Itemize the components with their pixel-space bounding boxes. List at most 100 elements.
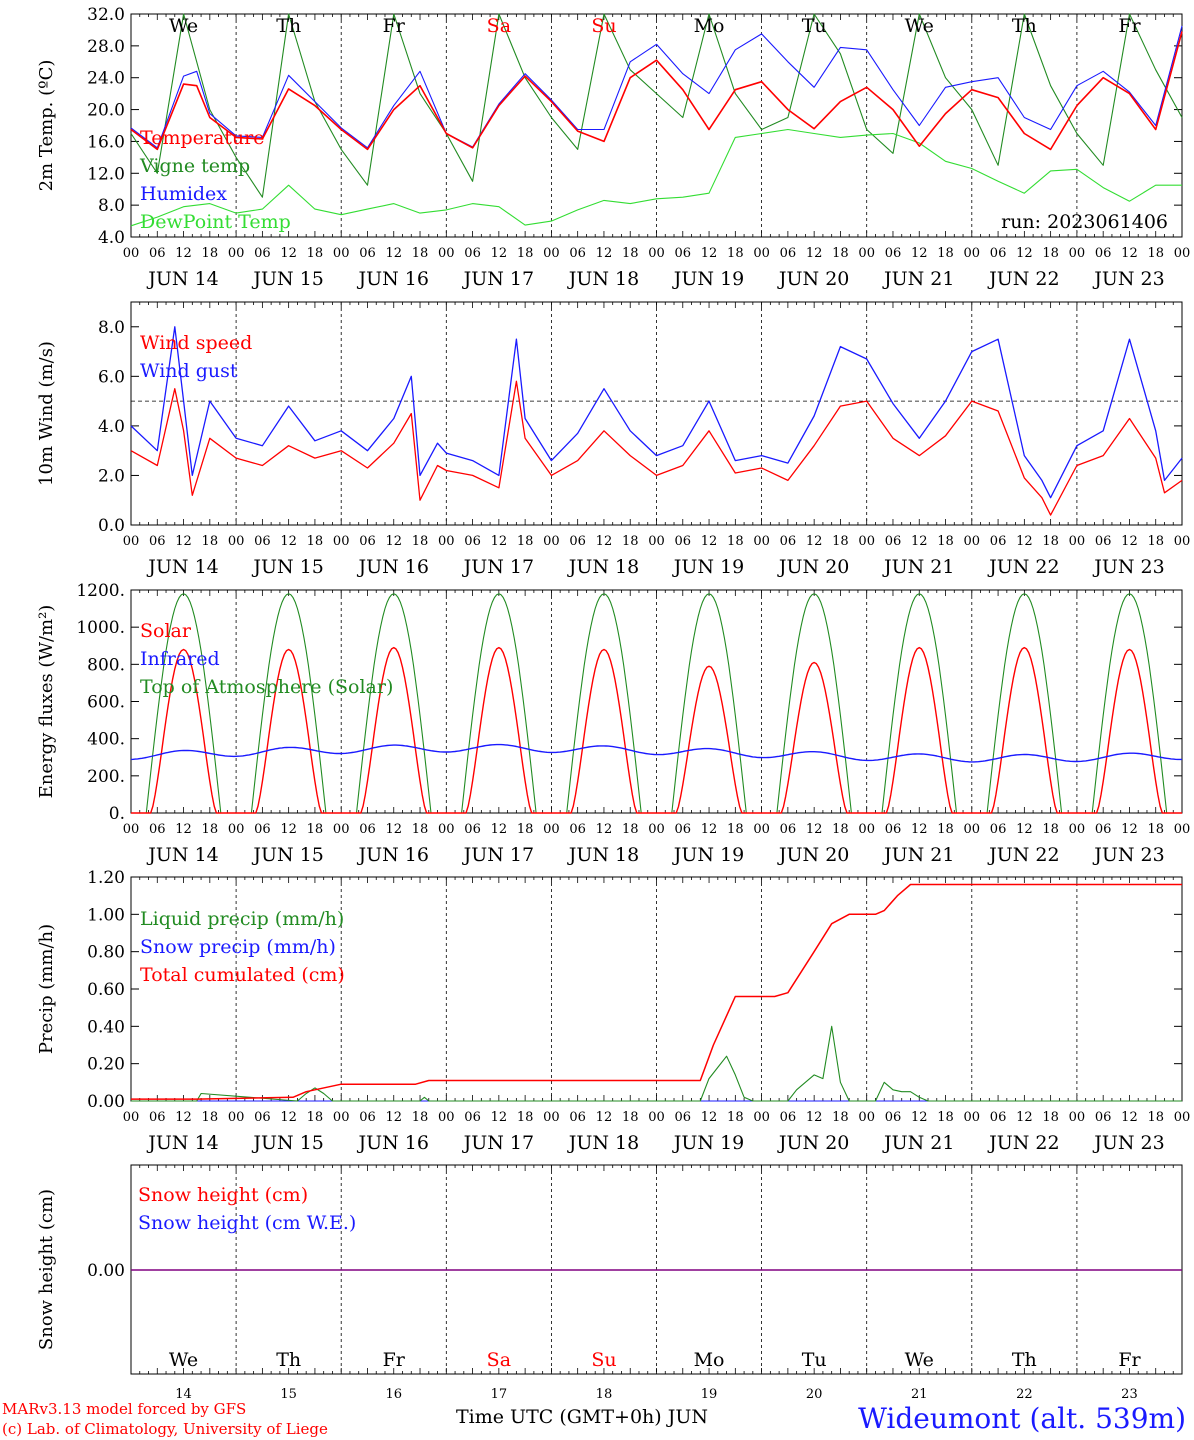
weekday-label: Fr — [1118, 1349, 1141, 1371]
y-tick-label: 200. — [87, 767, 125, 787]
x-hour-label: 06 — [675, 1110, 692, 1125]
x-hour-label: 18 — [1147, 822, 1164, 837]
x-hour-label: 18 — [412, 246, 429, 261]
x-hour-label: 18 — [832, 1110, 849, 1125]
y-tick-label: 4.0 — [98, 417, 125, 437]
x-hour-label: 12 — [280, 246, 297, 261]
x-hour-label: 06 — [569, 822, 586, 837]
weekday-label: Th — [1012, 1349, 1037, 1371]
x-hour-label: 00 — [333, 1110, 350, 1125]
x-hour-label: 18 — [937, 822, 954, 837]
x-hour-label: 06 — [990, 534, 1007, 549]
y-tick-label: 24.0 — [87, 69, 125, 89]
weekday-label: Fr — [383, 1349, 406, 1371]
day-number-label: 19 — [701, 1387, 718, 1402]
x-hour-label: 06 — [254, 534, 271, 549]
x-hour-label: 00 — [123, 534, 140, 549]
x-date-label: JUN 22 — [987, 556, 1059, 578]
weekday-label: We — [169, 1349, 198, 1371]
x-hour-label: 00 — [858, 822, 875, 837]
x-date-label: JUN 14 — [146, 556, 218, 578]
y-axis-label: 10m Wind (m/s) — [36, 341, 57, 486]
x-hour-label: 12 — [911, 822, 928, 837]
x-date-label: JUN 16 — [357, 1132, 429, 1154]
x-hour-label: 06 — [885, 534, 902, 549]
x-date-label: JUN 22 — [987, 268, 1059, 290]
day-number-label: 18 — [596, 1387, 613, 1402]
x-hour-label: 18 — [727, 1110, 744, 1125]
x-hour-label: 12 — [491, 246, 508, 261]
weekday-label: Th — [276, 15, 301, 37]
y-tick-label: 400. — [87, 730, 125, 750]
y-tick-label: 800. — [87, 655, 125, 675]
x-date-label: JUN 14 — [146, 268, 218, 290]
x-hour-label: 06 — [1095, 246, 1112, 261]
x-date-label: JUN 16 — [357, 268, 429, 290]
x-hour-label: 18 — [517, 822, 534, 837]
legend-total-cumulated-cm-: Total cumulated (cm) — [140, 964, 345, 986]
day-number-label: 20 — [806, 1387, 823, 1402]
x-hour-label: 06 — [464, 1110, 481, 1125]
y-tick-label: 0. — [109, 804, 125, 824]
x-date-label: JUN 21 — [882, 268, 954, 290]
x-hour-label: 12 — [806, 1110, 823, 1125]
x-hour-label: 06 — [990, 246, 1007, 261]
x-hour-label: 06 — [359, 1110, 376, 1125]
weekday-label: Tu — [802, 15, 827, 37]
x-hour-label: 00 — [1174, 1110, 1191, 1125]
weekday-label: Mo — [694, 15, 725, 37]
x-hour-label: 18 — [727, 246, 744, 261]
x-date-label: JUN 21 — [882, 1132, 954, 1154]
panel-frames — [130, 13, 1183, 1375]
x-hour-label: 18 — [832, 246, 849, 261]
x-hour-label: 12 — [701, 1110, 718, 1125]
day-number-label: 15 — [280, 1387, 297, 1402]
y-tick-label: 4.0 — [98, 228, 125, 248]
x-hour-label: 06 — [1095, 822, 1112, 837]
weekday-label: Fr — [1118, 15, 1141, 37]
x-date-label: JUN 19 — [672, 556, 744, 578]
y-tick-label: 28.0 — [87, 37, 125, 57]
x-hour-label: 00 — [543, 534, 560, 549]
x-hour-label: 00 — [123, 822, 140, 837]
x-hour-label: 00 — [1174, 534, 1191, 549]
x-hour-label: 18 — [622, 246, 639, 261]
x-hour-label: 12 — [175, 822, 192, 837]
x-hour-label: 06 — [675, 534, 692, 549]
legend-humidex: Humidex — [140, 183, 227, 205]
x-date-label: JUN 21 — [882, 556, 954, 578]
series-liquid-precip-mm-h- — [131, 1025, 1182, 1102]
x-hour-label: 06 — [254, 822, 271, 837]
y-tick-label: 1.00 — [87, 905, 125, 925]
y-tick-label: 0.40 — [87, 1017, 125, 1037]
x-hour-label: 18 — [832, 534, 849, 549]
x-date-label: JUN 20 — [777, 556, 849, 578]
x-hour-label: 06 — [675, 246, 692, 261]
legend-snow-height-cm-w-e-: Snow height (cm W.E.) — [138, 1212, 356, 1234]
x-hour-label: 12 — [596, 822, 613, 837]
x-hour-label: 06 — [780, 534, 797, 549]
x-hour-label: 00 — [438, 1110, 455, 1125]
x-date-label: JUN 15 — [251, 1132, 323, 1154]
x-hour-label: 18 — [622, 534, 639, 549]
y-axis-label: 2m Temp. (ºC) — [36, 60, 57, 192]
x-hour-label: 12 — [701, 246, 718, 261]
x-hour-label: 00 — [753, 1110, 770, 1125]
x-hour-label: 06 — [1095, 1110, 1112, 1125]
x-hour-label: 18 — [937, 534, 954, 549]
x-hour-label: 18 — [412, 1110, 429, 1125]
x-hour-label: 12 — [280, 822, 297, 837]
x-hour-label: 06 — [464, 246, 481, 261]
x-hour-label: 06 — [780, 1110, 797, 1125]
y-tick-label: 20.0 — [87, 101, 125, 121]
x-hour-label: 00 — [648, 534, 665, 549]
x-hour-label: 06 — [780, 822, 797, 837]
weekday-label: Th — [1012, 15, 1037, 37]
x-hour-label: 00 — [438, 246, 455, 261]
x-hour-label: 00 — [438, 534, 455, 549]
y-tick-label: 0.00 — [87, 1261, 125, 1281]
x-hour-label: 00 — [228, 246, 245, 261]
x-hour-label: 00 — [1069, 534, 1086, 549]
weekday-label: Su — [591, 1349, 616, 1371]
y-tick-label: 2.0 — [98, 466, 125, 486]
